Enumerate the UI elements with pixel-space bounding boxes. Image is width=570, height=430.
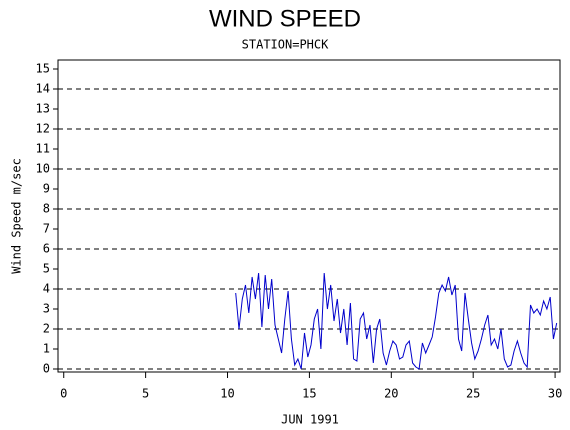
y-tick-label: 0 — [43, 362, 50, 376]
data-line — [235, 272, 558, 370]
x-tick-label: 5 — [142, 387, 149, 401]
y-tick-label: 10 — [36, 162, 50, 176]
y-tick-label: 12 — [36, 122, 50, 136]
y-tick-label: 6 — [43, 242, 50, 256]
chart-subtitle: STATION=PHCK — [242, 38, 329, 52]
x-tick-label: 20 — [384, 387, 398, 401]
y-axis-label: Wind Speed m/sec — [10, 158, 24, 274]
y-tick-label: 13 — [36, 102, 50, 116]
y-tick-label: 5 — [43, 262, 50, 276]
y-tick-label: 2 — [43, 322, 50, 336]
y-tick-label: 3 — [43, 302, 50, 316]
y-tick-label: 14 — [36, 82, 50, 96]
x-axis-label: JUN 1991 — [281, 413, 339, 427]
x-tick-label: 0 — [60, 387, 67, 401]
y-tick-label: 4 — [43, 282, 50, 296]
x-tick-label: 25 — [466, 387, 480, 401]
y-tick-label: 1 — [43, 342, 50, 356]
x-tick-label: 30 — [548, 387, 562, 401]
y-tick-label: 11 — [36, 142, 50, 156]
y-tick-label: 9 — [43, 182, 50, 196]
chart-title: WIND SPEED — [209, 5, 361, 32]
y-tick-label: 8 — [43, 202, 50, 216]
x-tick-label: 15 — [302, 387, 316, 401]
y-tick-label: 15 — [36, 62, 50, 76]
y-tick-label: 7 — [43, 222, 50, 236]
x-tick-label: 10 — [220, 387, 234, 401]
